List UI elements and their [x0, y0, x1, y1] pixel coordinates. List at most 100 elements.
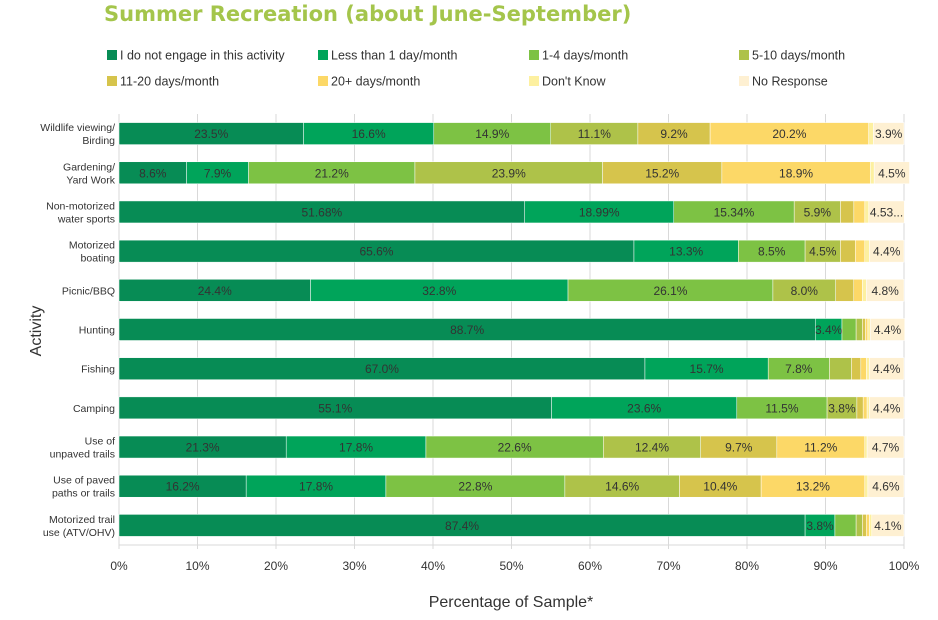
legend-item: 11-20 days/month — [107, 75, 219, 89]
category-label: Use of unpaved trails — [50, 436, 115, 461]
x-tick-label: 100% — [889, 559, 920, 573]
data-label: 26.1% — [653, 284, 687, 298]
data-label: 8.6% — [139, 166, 167, 180]
data-label: 12.4% — [635, 441, 669, 455]
data-label: 88.7% — [450, 323, 484, 337]
bar-segment — [840, 239, 856, 263]
bar-segment — [868, 200, 905, 224]
bar-segment — [864, 474, 869, 498]
legend-label: 1-4 days/month — [542, 49, 628, 63]
bar-segment — [871, 514, 905, 537]
legend-swatch — [107, 76, 117, 86]
data-label: 55.1% — [318, 401, 352, 415]
bar-row: 23.5% 16.6% 14.9% 11.1% 9.2% 20.2% 3.9% — [118, 122, 905, 145]
bar-row: 21.3% 17.8% 22.6% 12.4% 9.7% 11.2% 4.7% — [118, 435, 905, 459]
data-label: 67.0% — [365, 362, 399, 376]
category-label: Non-motorized water sports — [46, 200, 115, 225]
legend-label: 11-20 days/month — [120, 75, 219, 89]
data-label: 3.8% — [828, 401, 856, 415]
category-label: Motorized boating — [69, 240, 115, 265]
data-label: 4.4% — [873, 401, 901, 415]
data-label: 15.2% — [645, 166, 679, 180]
data-label: 3.4% — [815, 323, 843, 337]
legend-item: 5-10 days/month — [739, 49, 845, 63]
data-label: 21.3% — [186, 441, 220, 455]
data-label: 16.6% — [352, 127, 386, 141]
category-label: Use of paved paths or trails — [52, 475, 115, 500]
bar-segment — [869, 318, 906, 341]
legend-swatch — [318, 50, 328, 60]
category-label: Gardening/Yard Work — [63, 161, 116, 186]
bar-row: 87.4% 3.8% 4.1% — [118, 514, 905, 537]
chart-title: Summer Recreation (about June-September) — [104, 2, 632, 26]
bar-segment — [869, 514, 873, 537]
data-label: 3.9% — [875, 127, 903, 141]
bar-segment — [866, 396, 870, 420]
data-label: 4.1% — [874, 519, 902, 533]
data-label: 4.53... — [870, 205, 903, 219]
bar-segment — [862, 279, 867, 302]
data-label: 24.4% — [198, 284, 232, 298]
x-tick-labels: 0% 10% 20% 30% 40% 50% 60% 70% 80% 90% 100% — [110, 559, 919, 573]
data-label: 4.4% — [873, 245, 901, 259]
category-label: Wildlife viewing/Birding — [40, 122, 115, 147]
data-label: 21.2% — [315, 166, 349, 180]
legend-swatch — [529, 50, 539, 60]
bar-segment — [867, 318, 871, 341]
x-tick-label: 80% — [735, 559, 759, 573]
bar-segment — [855, 514, 863, 537]
legend-item: I do not engage in this activity — [107, 49, 285, 63]
bar-segment — [862, 396, 868, 420]
legend-label: Less than 1 day/month — [331, 49, 458, 63]
legend-swatch — [107, 50, 117, 60]
data-label: 51.68% — [301, 205, 342, 219]
legend-item: Less than 1 day/month — [318, 49, 458, 63]
legend-item: 1-4 days/month — [529, 49, 628, 63]
data-label: 14.9% — [475, 127, 509, 141]
bar-row: 8.6% 7.9% 21.2% 23.9% 15.2% 18.9% 4.5% — [118, 161, 910, 185]
legend-swatch — [739, 50, 749, 60]
data-label: 4.7% — [872, 441, 900, 455]
data-label: 20.2% — [772, 127, 806, 141]
data-label: 13.2% — [796, 480, 830, 494]
data-label: 17.8% — [299, 480, 333, 494]
data-label: 4.8% — [871, 284, 899, 298]
category-label: Camping — [73, 403, 115, 415]
bar-row: 88.7% 3.4% 4.4% — [118, 318, 906, 341]
data-label: 11.1% — [578, 127, 611, 141]
data-label: 10.4% — [703, 480, 737, 494]
bar-segment — [867, 474, 905, 498]
bar-segment — [829, 357, 852, 380]
data-label: 11.5% — [765, 401, 798, 415]
bar-row: 24.4% 32.8% 26.1% 8.0% 4.8% — [118, 279, 905, 302]
bar-row: 16.2% 17.8% 22.8% 14.6% 10.4% 13.2% 4.6% — [118, 474, 905, 498]
data-label: 14.6% — [605, 480, 639, 494]
bar-segment — [865, 318, 869, 341]
data-label: 8.0% — [791, 284, 819, 298]
x-tick-label: 40% — [421, 559, 445, 573]
data-label: 4.4% — [873, 362, 901, 376]
data-label: 13.3% — [669, 245, 703, 259]
bar-segment — [869, 357, 905, 380]
data-label: 11.2% — [804, 441, 837, 455]
x-tick-label: 20% — [264, 559, 288, 573]
bar-segment — [862, 514, 867, 537]
data-label: 87.4% — [445, 519, 479, 533]
data-label: 9.2% — [660, 127, 688, 141]
bar-segment — [855, 239, 866, 263]
legend-label: Don't Know — [542, 75, 607, 89]
legend-swatch — [529, 76, 539, 86]
bar-segment — [851, 357, 862, 380]
data-label: 4.4% — [874, 323, 902, 337]
bar-segment — [835, 279, 855, 302]
data-label: 15.34% — [714, 205, 755, 219]
legend-item: Don't Know — [529, 75, 607, 89]
x-axis-title: Percentage of Sample* — [429, 594, 594, 611]
data-label: 7.9% — [204, 166, 232, 180]
data-label: 7.8% — [785, 362, 813, 376]
legend-label: 5-10 days/month — [752, 49, 845, 63]
x-tick-label: 10% — [185, 559, 209, 573]
category-labels: Wildlife viewing/Birding Gardening/Yard W… — [40, 122, 115, 539]
legend-label: No Response — [752, 75, 828, 89]
category-label: Hunting — [79, 325, 115, 337]
